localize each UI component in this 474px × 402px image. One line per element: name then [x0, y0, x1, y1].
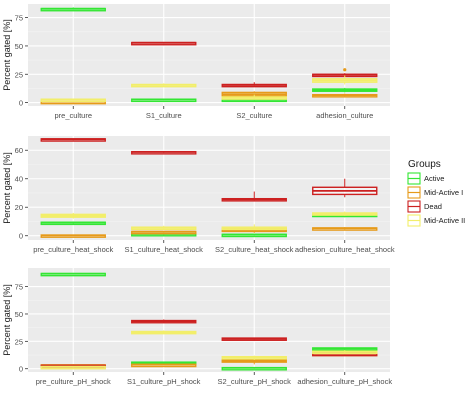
legend-label: Dead [424, 202, 442, 211]
legend-item: Mid-Active I [407, 186, 463, 199]
box-mid-active-ii [131, 330, 197, 335]
box-active [40, 7, 106, 12]
x-tick-label: pre_culture [54, 111, 92, 120]
box-active [312, 87, 378, 93]
box-dead [131, 150, 197, 155]
panel-2: 0 20 40 60 pre_culture_heat_shock S1_culture_… [2, 136, 395, 254]
box-dead [131, 319, 197, 324]
x-tick-label: adhesion_culture_pH_shock [297, 377, 392, 386]
legend-item: Mid-Active II [407, 214, 465, 227]
plot-background [28, 268, 390, 372]
box-active [221, 233, 287, 238]
box-mid-active-ii [40, 212, 106, 219]
x-tick-label: pre_culture_heat_shock [33, 245, 113, 254]
x-tick-label: S1_culture_heat_shock [125, 245, 204, 254]
box-active [40, 272, 106, 277]
box-dead [312, 178, 378, 198]
legend: Groups Active Mid-Active I Dead Mid-Active … [407, 159, 465, 227]
box-dead [221, 82, 287, 88]
box-active [312, 347, 378, 351]
box-mid-active-ii [131, 83, 197, 88]
y-tick-label: 75 [15, 14, 23, 23]
y-tick-label: 50 [15, 310, 23, 319]
y-axis-title: Percent gated [%] [2, 284, 12, 356]
box-active [40, 221, 106, 226]
box-mid-active-i [40, 234, 106, 238]
box-dead [40, 138, 106, 142]
x-tick-label: adhesion_culture [316, 111, 373, 120]
x-tick-label: S2_culture_heat_shock [215, 245, 294, 254]
y-axis-title: Percent gated [%] [2, 152, 12, 224]
legend-items: Active Mid-Active I Dead Mid-Active II [407, 172, 465, 227]
box-mid-active-i [131, 230, 197, 235]
box-dead [131, 41, 197, 46]
y-tick-label: 75 [15, 283, 23, 292]
legend-label: Mid-Active II [424, 216, 465, 225]
legend-label: Active [424, 174, 444, 183]
box-mid-active-ii [312, 75, 378, 85]
x-tick-label: S1_culture_pH_shock [127, 377, 201, 386]
x-tick-label: adhesion_culture_heat_shock [295, 245, 395, 254]
box-mid-active-ii [312, 211, 378, 216]
box-mid-active-ii [40, 365, 106, 370]
box-mid-active-ii [221, 355, 287, 360]
y-tick-label: 0 [19, 232, 23, 241]
y-tick-label: 60 [15, 146, 23, 155]
box-active [221, 366, 287, 371]
y-axis-title: Percent gated [%] [2, 19, 12, 91]
panel-1: 0 25 50 75 pre_culture S1_culture S2_culture ad… [2, 4, 390, 120]
y-tick-label: 25 [15, 70, 23, 79]
box-active [131, 98, 197, 103]
x-tick-label: pre_culture_pH_shock [36, 377, 111, 386]
x-tick-label: S2_culture [236, 111, 272, 120]
x-tick-label: S1_culture [146, 111, 182, 120]
y-tick-label: 20 [15, 203, 23, 212]
y-tick-label: 0 [19, 365, 23, 374]
outlier-point [343, 68, 347, 72]
box-dead [221, 337, 287, 341]
box-mid-active-ii [221, 94, 287, 100]
box-dead [221, 191, 287, 202]
y-tick-label: 0 [19, 99, 23, 108]
legend-item: Active [407, 172, 444, 185]
panel-3: 0 25 50 75 pre_culture_pH_shock S1_culture_pH… [2, 268, 392, 386]
y-tick-label: 40 [15, 175, 23, 184]
legend-label: Mid-Active I [424, 188, 463, 197]
x-tick-label: S2_culture_pH_shock [218, 377, 292, 386]
box-mid-active-i [312, 93, 378, 98]
box-mid-active-ii [221, 224, 287, 231]
y-tick-label: 25 [15, 337, 23, 346]
box-mid-active-i [131, 363, 197, 368]
legend-item: Dead [407, 200, 442, 213]
box-mid-active-ii [312, 350, 378, 355]
legend-title: Groups [408, 159, 441, 170]
box-mid-active-ii [131, 225, 197, 231]
y-tick-label: 50 [15, 42, 23, 51]
box-mid-active-i [312, 227, 378, 231]
box-mid-active-ii [40, 98, 106, 103]
